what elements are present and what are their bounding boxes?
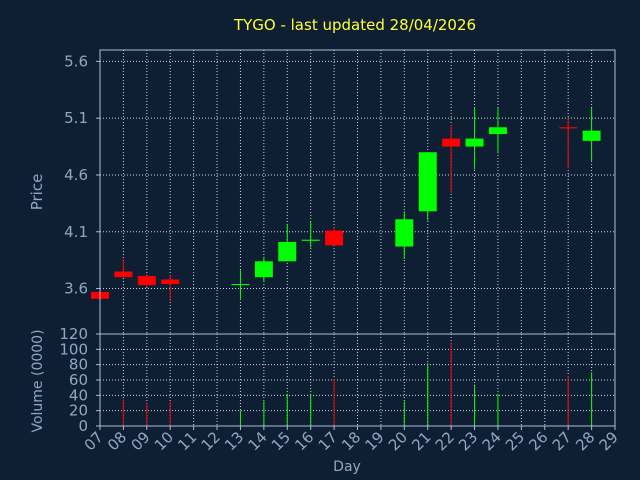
volume-tick-label: 40 xyxy=(69,386,88,404)
x-axis: 0708091011121314151617181920212223242526… xyxy=(81,426,622,454)
x-axis-label: Day xyxy=(333,459,361,475)
volume-tick-label: 0 xyxy=(78,417,88,435)
candle-body-28 xyxy=(582,130,601,141)
candle-body-23 xyxy=(465,138,484,147)
price-axis-label: Price xyxy=(28,174,46,211)
candle-body-22 xyxy=(442,138,461,147)
volume-tick-label: 80 xyxy=(69,356,88,374)
candle-body-20 xyxy=(395,219,414,247)
price-tick-label: 5.1 xyxy=(64,109,88,127)
candle-body-13 xyxy=(231,284,250,286)
candle-body-24 xyxy=(488,127,507,135)
candle-body-16 xyxy=(301,239,320,241)
volume-tick-label: 20 xyxy=(69,402,88,420)
price-tick-label: 5.6 xyxy=(64,52,88,70)
candle-body-08 xyxy=(114,271,133,278)
volume-tick-label: 60 xyxy=(69,371,88,389)
volume-axis-label: Volume (0000) xyxy=(30,329,46,432)
candle-body-27 xyxy=(559,127,578,129)
price-tick-label: 4.1 xyxy=(64,223,88,241)
candle-body-15 xyxy=(278,241,297,262)
candle-body-21 xyxy=(418,152,437,212)
chart-title: TYGO - last updated 28/04/2026 xyxy=(233,16,476,34)
price-tick-label: 4.6 xyxy=(64,166,88,184)
price-panel: 5.6 5.1 4.6 4.1 3.6 xyxy=(64,49,616,335)
candle-body-17 xyxy=(325,230,344,246)
candle-body-09 xyxy=(137,276,156,286)
candle-body-14 xyxy=(254,261,273,278)
volume-tick-label: 120 xyxy=(59,325,88,343)
price-tick-label: 3.6 xyxy=(64,280,88,298)
candle-body-10 xyxy=(161,279,180,285)
volume-tick-label: 100 xyxy=(59,340,88,358)
